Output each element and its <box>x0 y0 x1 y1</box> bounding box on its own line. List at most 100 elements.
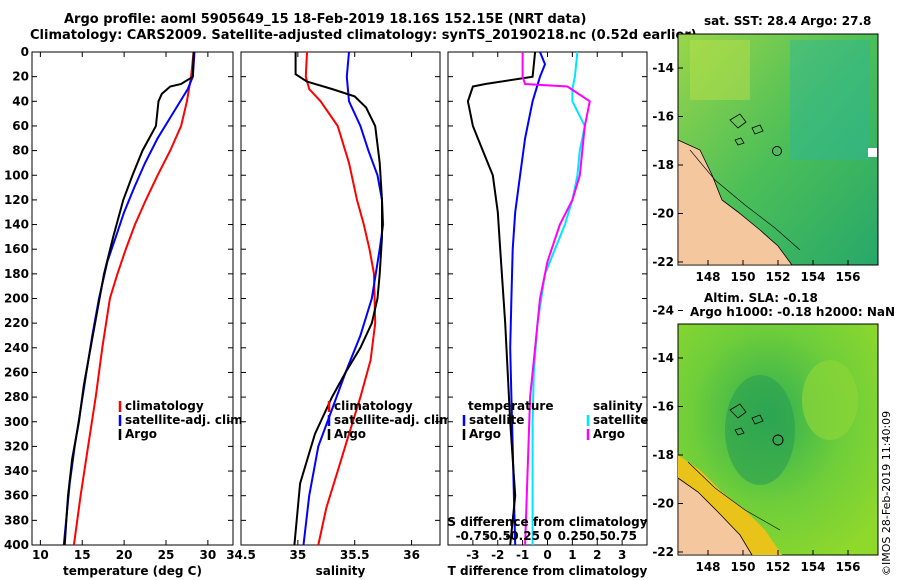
x2-tick-label: 0.5 <box>587 529 608 543</box>
sla-land <box>677 477 753 556</box>
sla-reefs <box>729 403 764 436</box>
legend-label: satellite <box>593 413 648 427</box>
x-tick-label: 36 <box>403 548 420 562</box>
x-tick-label: -1 <box>516 548 529 562</box>
series-argo-s <box>521 52 591 546</box>
sst-missing-pixel <box>868 148 877 157</box>
x-axis-label: temperature (deg C) <box>63 564 202 578</box>
title-line-1: Argo profile: aoml 5905649_15 18-Feb-201… <box>64 12 587 27</box>
y-tick-label: 20 <box>12 70 29 84</box>
map-lat-label: -20 <box>652 497 674 511</box>
y-tick-label: 0 <box>21 45 29 59</box>
map-lon-label: 150 <box>730 560 755 574</box>
sla-shelf-contour <box>687 461 781 531</box>
legend-header-temperature: temperature <box>468 399 553 413</box>
x-tick-label: 35 <box>290 548 307 562</box>
x2-tick-label: -0.25 <box>505 529 540 543</box>
y-tick-label: 260 <box>4 365 29 379</box>
y-tick-label: 140 <box>4 218 29 232</box>
series-argo-t <box>466 51 537 546</box>
x-axis-label: salinity <box>316 564 366 578</box>
y-tick-label: 120 <box>4 193 29 207</box>
y-tick-label: 280 <box>4 390 29 404</box>
y-tick-label: 80 <box>12 144 29 158</box>
legend-label: Argo <box>469 427 501 441</box>
map-lon-label: 148 <box>695 270 720 284</box>
map-lon-label: 156 <box>835 270 860 284</box>
sst-shelf-contour <box>689 149 801 251</box>
x-tick-label: 15 <box>74 548 91 562</box>
map-lon-label: 152 <box>765 560 790 574</box>
x2-tick-label: -0.5 <box>485 529 511 543</box>
sla-high-eddy <box>802 360 858 440</box>
sla-map-title-2: Argo h1000: -0.18 h2000: NaN <box>690 305 896 319</box>
map-lat-label: -24 <box>652 304 674 318</box>
y-tick-label: 220 <box>4 316 29 330</box>
legend-label: satellite-adj. clim. <box>334 413 456 427</box>
sst-argo-marker <box>772 146 782 156</box>
sla-argo-marker <box>772 434 784 446</box>
x2-axis-label: S difference from climatology <box>447 515 647 529</box>
legend-header-salinity: salinity <box>593 399 643 413</box>
x2-tick-label: 0 <box>543 529 551 543</box>
map-lat-label: -22 <box>652 545 674 559</box>
series-argo <box>63 51 195 546</box>
y-tick-label: 300 <box>4 415 29 429</box>
series-satellite-s <box>531 51 586 545</box>
sst-map-title: sat. SST: 28.4 Argo: 27.8 <box>704 14 872 28</box>
map-lon-label: 154 <box>800 270 825 284</box>
map-lat-label: -16 <box>652 400 674 414</box>
legend-label: Argo <box>334 427 366 441</box>
x-tick-label: 3 <box>618 548 626 562</box>
y-tick-label: 40 <box>12 94 29 108</box>
map-lon-label: 154 <box>800 560 825 574</box>
title-line-2: Climatology: CARS2009. Satellite-adjuste… <box>30 28 697 43</box>
series-climatology <box>304 51 377 546</box>
sst-map <box>677 33 879 266</box>
y-tick-label: 240 <box>4 341 29 355</box>
legend-label: climatology <box>125 399 204 413</box>
sla-map-title-1: Altim. SLA: -0.18 <box>704 291 818 305</box>
series-satellite-t <box>509 51 547 546</box>
x-tick-label: 30 <box>200 548 217 562</box>
legend-label: satellite-adj. clim. <box>125 413 247 427</box>
map-lat-label: -18 <box>652 158 674 172</box>
y-tick-label: 200 <box>4 292 29 306</box>
x2-tick-label: -0.75 <box>456 529 491 543</box>
x-axis-label: T difference from climatology <box>448 564 648 578</box>
y-tick-label: 360 <box>4 489 29 503</box>
map-lat-label: -20 <box>652 207 674 221</box>
panel-2: 34.5 35 35.5 36 salinity climatologysatellite… <box>226 51 456 578</box>
map-lon-label: 148 <box>695 560 720 574</box>
panel-frame <box>447 51 648 546</box>
map-lat-label: -16 <box>652 110 674 124</box>
panel-frame <box>31 51 234 546</box>
x-tick-label: 2 <box>593 548 601 562</box>
y-tick-label: 100 <box>4 168 29 182</box>
sst-land <box>677 139 793 266</box>
map-lon-label: 152 <box>765 270 790 284</box>
y-tick-label: 400 <box>4 538 29 552</box>
y-tick-label: 380 <box>4 513 29 527</box>
map-lon-label: 156 <box>835 560 860 574</box>
legend-label: Argo <box>593 427 625 441</box>
sst-reefs <box>729 113 764 146</box>
legend-label: satellite <box>469 413 524 427</box>
panel-1: 10 15 20 25 30020406080100120140160180200220… <box>4 45 247 578</box>
map-lat-label: -18 <box>652 448 674 462</box>
x-tick-label: 34.5 <box>226 548 256 562</box>
x-tick-label: 20 <box>116 548 133 562</box>
sst-warm-patch <box>790 40 870 160</box>
panel-frame <box>240 51 441 546</box>
sla-low-eddy <box>725 375 795 485</box>
x-tick-label: 1 <box>568 548 576 562</box>
series-climatology <box>72 51 195 546</box>
x-tick-label: 0 <box>543 548 551 562</box>
map-lat-label: -14 <box>652 351 674 365</box>
y-tick-label: 180 <box>4 267 29 281</box>
legend-label: Argo <box>125 427 157 441</box>
legend-label: climatology <box>334 399 413 413</box>
x-tick-label: -3 <box>466 548 479 562</box>
x-tick-label: 25 <box>158 548 175 562</box>
